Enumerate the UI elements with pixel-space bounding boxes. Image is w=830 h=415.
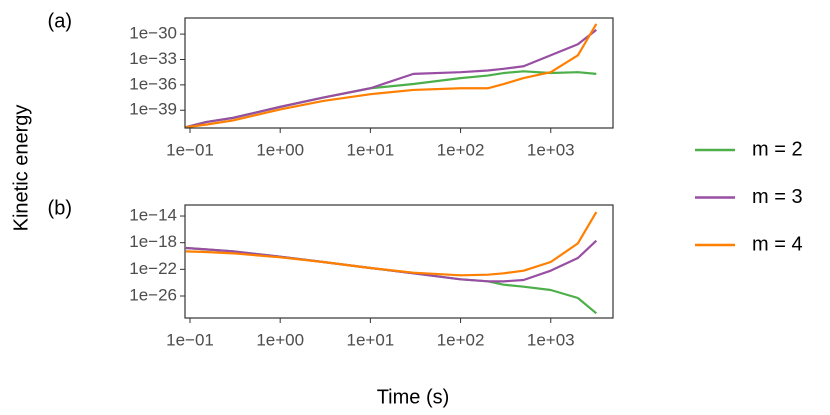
x-tick-label: 1e+02 bbox=[437, 140, 485, 159]
plot-border bbox=[184, 17, 614, 129]
x-tick-label: 1e+01 bbox=[347, 140, 395, 159]
x-tick-label: 1e+01 bbox=[347, 330, 395, 349]
series-line bbox=[185, 211, 598, 277]
panel-label: (b) bbox=[48, 197, 72, 219]
legend-label: m = 4 bbox=[752, 233, 803, 255]
x-tick-label: 1e+03 bbox=[527, 140, 575, 159]
panel-label: (a) bbox=[48, 10, 72, 32]
series-line bbox=[185, 70, 597, 129]
plot-border bbox=[184, 204, 614, 319]
y-tick-label: 1e−22 bbox=[129, 259, 177, 278]
x-tick-label: 1e+03 bbox=[527, 330, 575, 349]
y-tick-label: 1e−33 bbox=[129, 49, 177, 68]
y-tick-label: 1e−39 bbox=[129, 100, 177, 119]
series-line bbox=[185, 246, 598, 315]
legend-label: m = 3 bbox=[752, 186, 803, 208]
x-axis-label: Time (s) bbox=[377, 386, 450, 408]
x-tick-label: 1e+00 bbox=[256, 140, 304, 159]
y-tick-label: 1e−36 bbox=[129, 74, 177, 93]
x-tick-label: 1e+02 bbox=[437, 330, 485, 349]
series-line bbox=[185, 239, 598, 283]
y-tick-label: 1e−18 bbox=[129, 232, 177, 251]
y-tick-label: 1e−30 bbox=[129, 24, 177, 43]
y-tick-label: 1e−26 bbox=[129, 285, 177, 304]
y-axis-label: Kinetic energy bbox=[10, 105, 32, 232]
x-tick-label: 1e−01 bbox=[166, 330, 214, 349]
series-line bbox=[185, 29, 597, 129]
x-tick-label: 1e−01 bbox=[166, 140, 214, 159]
x-tick-label: 1e+00 bbox=[256, 330, 304, 349]
series-line bbox=[185, 23, 598, 129]
y-tick-label: 1e−14 bbox=[129, 206, 177, 225]
legend-label: m = 2 bbox=[752, 138, 803, 160]
